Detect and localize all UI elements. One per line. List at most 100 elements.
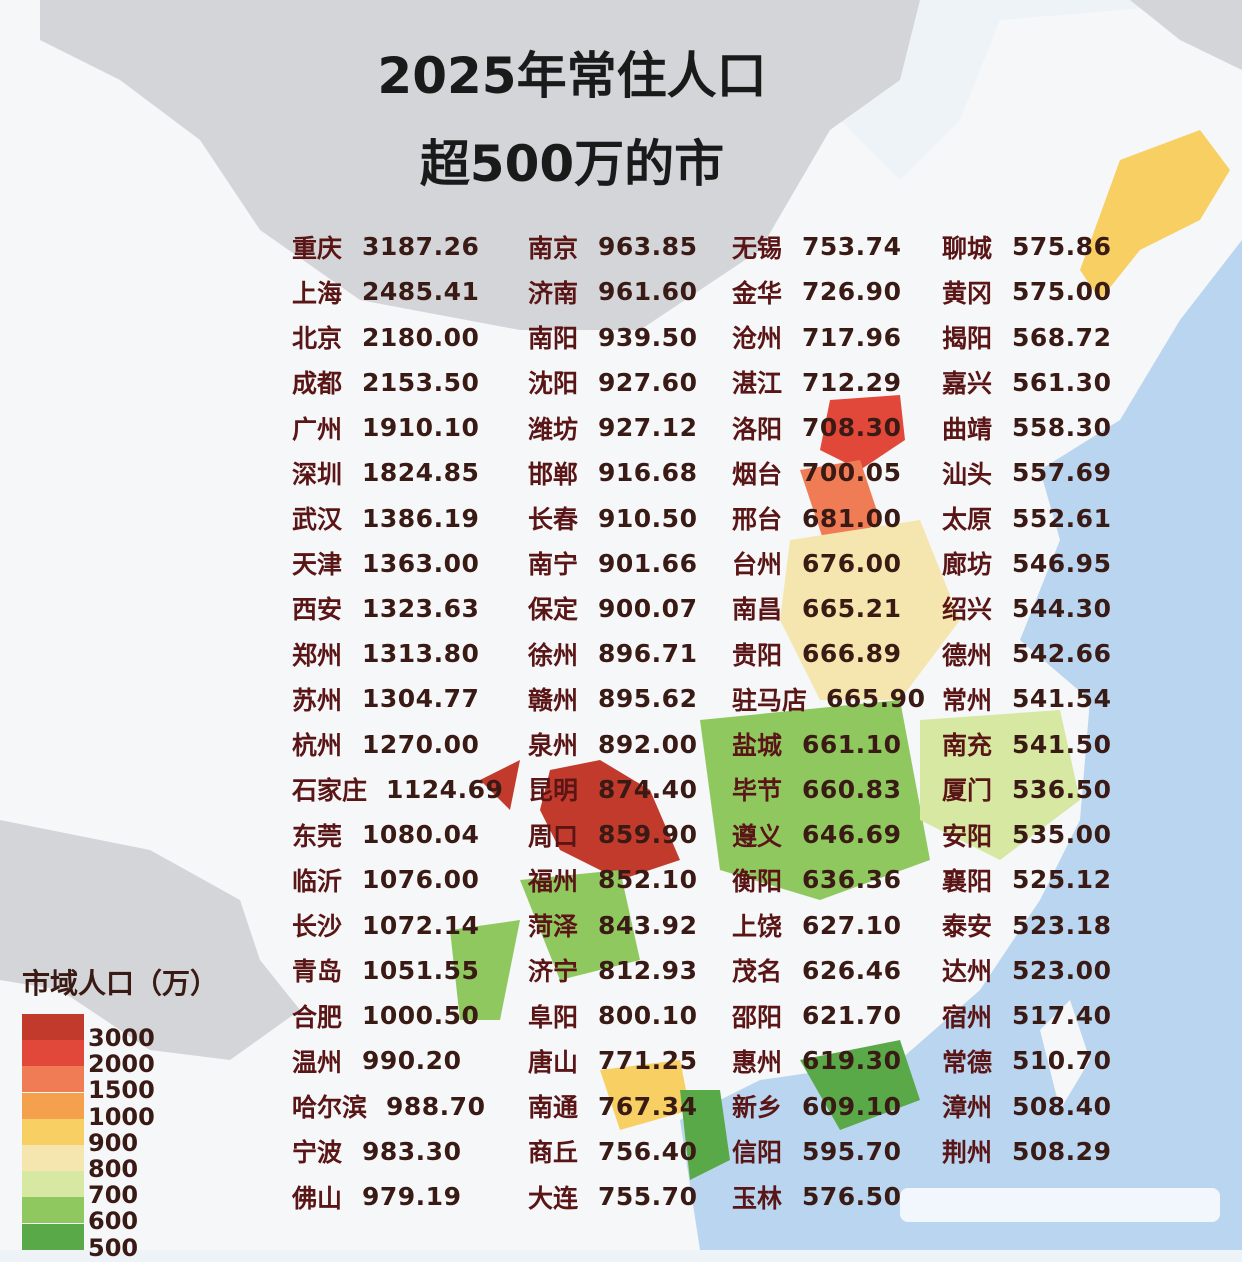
- city-name: 南充: [942, 731, 993, 761]
- city-name: 廊坊: [942, 550, 993, 580]
- city-name: 重庆: [292, 233, 343, 263]
- city-population: 1323.63: [362, 593, 480, 623]
- city-name: 南京: [528, 233, 579, 263]
- city-population: 2180.00: [362, 322, 480, 352]
- city-name: 湛江: [732, 369, 783, 399]
- city-row: 深圳 1824.85: [292, 450, 503, 495]
- city-row: 无锡 753.74: [732, 224, 925, 269]
- city-population: 990.20: [362, 1046, 462, 1076]
- city-population: 2485.41: [362, 277, 480, 307]
- city-row: 西安 1323.63: [292, 586, 503, 631]
- city-population: 1910.10: [362, 413, 480, 443]
- title: 2025年常住人口: [377, 47, 767, 105]
- city-population: 910.50: [598, 503, 698, 533]
- city-population: 753.74: [802, 232, 902, 262]
- city-population: 901.66: [598, 548, 698, 578]
- city-row: 嘉兴 561.30: [942, 360, 1111, 405]
- city-row: 南宁 901.66: [528, 541, 697, 586]
- city-name: 遵义: [732, 821, 783, 851]
- city-population: 771.25: [598, 1046, 698, 1076]
- city-row: 泉州 892.00: [528, 722, 697, 767]
- city-column: 聊城 575.86 黄冈 575.00 揭阳 568.72 嘉兴 561.30 曲靖 558.30…: [942, 224, 1111, 1174]
- city-population: 636.36: [802, 865, 902, 895]
- city-row: 新乡 609.10: [732, 1083, 925, 1128]
- city-population: 1051.55: [362, 955, 480, 985]
- city-population: 1270.00: [362, 729, 480, 759]
- city-name: 南通: [528, 1093, 579, 1123]
- city-row: 德州 542.66: [942, 631, 1111, 676]
- legend-label: 800: [88, 1155, 139, 1183]
- city-row: 佛山 979.19: [292, 1174, 503, 1219]
- city-population: 1076.00: [362, 865, 480, 895]
- city-population: 542.66: [1012, 639, 1112, 669]
- legend-swatch: [22, 1014, 84, 1040]
- city-row: 青岛 1051.55: [292, 948, 503, 993]
- city-population: 576.50: [802, 1182, 902, 1212]
- city-population: 546.95: [1012, 548, 1112, 578]
- city-name: 郑州: [292, 640, 343, 670]
- city-row: 泰安 523.18: [942, 903, 1111, 948]
- city-population: 963.85: [598, 232, 698, 262]
- city-population: 525.12: [1012, 865, 1112, 895]
- city-row: 长沙 1072.14: [292, 903, 503, 948]
- city-row: 上海 2485.41: [292, 269, 503, 314]
- city-row: 玉林 576.50: [732, 1174, 925, 1219]
- city-population: 1124.69: [386, 774, 504, 804]
- city-population: 575.86: [1012, 232, 1112, 262]
- city-name: 周口: [528, 821, 579, 851]
- city-name: 上饶: [732, 912, 783, 942]
- city-name: 西安: [292, 595, 343, 625]
- city-population: 665.21: [802, 593, 902, 623]
- city-name: 绍兴: [942, 595, 993, 625]
- city-name: 邵阳: [732, 1002, 783, 1032]
- title: 超500万的市: [419, 135, 725, 193]
- city-row: 襄阳 525.12: [942, 857, 1111, 902]
- city-row: 盐城 661.10: [732, 722, 925, 767]
- city-population: 988.70: [386, 1091, 486, 1121]
- city-row: 南通 767.34: [528, 1083, 697, 1128]
- city-row: 曲靖 558.30: [942, 405, 1111, 450]
- legend-label: 1500: [88, 1076, 155, 1105]
- city-row: 重庆 3187.26: [292, 224, 503, 269]
- city-name: 沈阳: [528, 369, 579, 399]
- city-row: 邢台 681.00: [732, 495, 925, 540]
- city-name: 邯郸: [528, 459, 579, 489]
- city-row: 大连 755.70: [528, 1174, 697, 1219]
- city-name: 宁波: [292, 1138, 343, 1168]
- city-row: 武汉 1386.19: [292, 495, 503, 540]
- city-row: 黄冈 575.00: [942, 269, 1111, 314]
- city-name: 惠州: [732, 1047, 783, 1077]
- legend-swatch: [22, 1118, 84, 1145]
- city-name: 长春: [528, 505, 579, 535]
- city-name: 漳州: [942, 1093, 993, 1123]
- city-row: 天津 1363.00: [292, 541, 503, 586]
- city-population: 626.46: [802, 955, 902, 985]
- city-name: 厦门: [942, 776, 993, 806]
- city-population: 523.18: [1012, 910, 1112, 940]
- city-population: 717.96: [802, 322, 902, 352]
- legend-swatch: [22, 1145, 84, 1171]
- legend-swatch: [22, 1223, 84, 1250]
- city-name: 台州: [732, 550, 783, 580]
- city-row: 驻马店 665.90: [732, 676, 925, 721]
- city-population: 523.00: [1012, 955, 1112, 985]
- city-population: 1363.00: [362, 548, 480, 578]
- city-population: 517.40: [1012, 1001, 1112, 1031]
- city-row: 揭阳 568.72: [942, 314, 1111, 359]
- city-row: 福州 852.10: [528, 857, 697, 902]
- city-name: 昆明: [528, 776, 579, 806]
- city-name: 泉州: [528, 731, 579, 761]
- city-row: 沈阳 927.60: [528, 360, 697, 405]
- city-name: 曲靖: [942, 414, 993, 444]
- city-row: 厦门 536.50: [942, 767, 1111, 812]
- city-name: 泰安: [942, 912, 993, 942]
- city-population: 1080.04: [362, 820, 480, 850]
- city-name: 常州: [942, 685, 993, 715]
- city-population: 595.70: [802, 1136, 902, 1166]
- city-population: 510.70: [1012, 1046, 1112, 1076]
- city-population: 561.30: [1012, 367, 1112, 397]
- legend-label: 1000: [88, 1102, 155, 1131]
- city-population: 852.10: [598, 865, 698, 895]
